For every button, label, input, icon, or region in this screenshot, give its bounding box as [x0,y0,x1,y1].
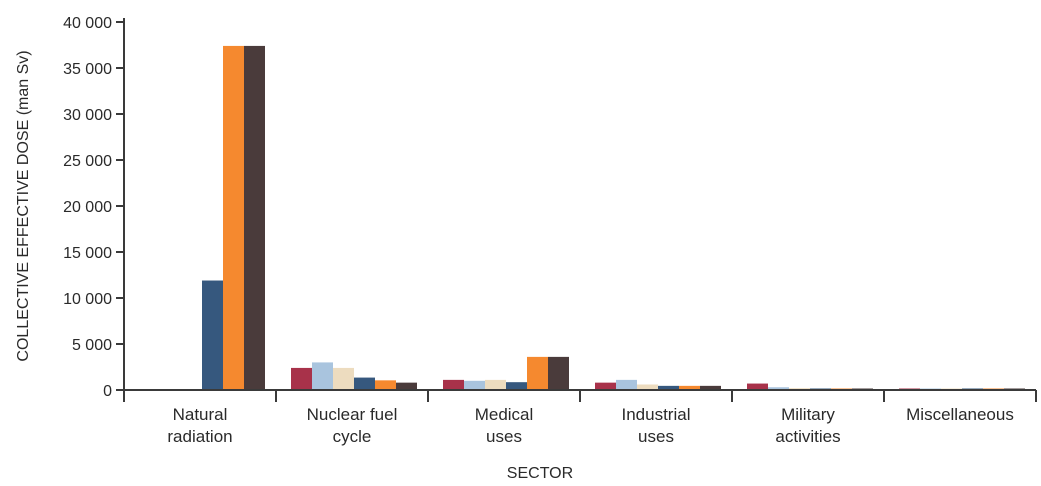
bar-s4-c2 [354,377,375,390]
x-axis-title: SECTOR [507,465,573,482]
y-tick-label: 20 000 [63,199,112,216]
bar-s2-c2 [312,362,333,390]
x-category-label: Miscellaneous [906,405,1014,424]
y-tick-label: 30 000 [63,107,112,124]
x-category-label: Military activities [775,405,840,446]
bar-s4-c3 [506,382,527,390]
bar-s3-c4 [637,384,658,390]
x-category-label: Nuclear fuel cycle [307,405,398,446]
y-tick-label: 25 000 [63,153,112,170]
bar-s1-c2 [291,367,312,390]
y-tick-label: 15 000 [63,245,112,262]
y-ticks: 0 5 000 10 000 15 000 20 000 25 000 30 000 35 0… [63,15,124,400]
x-ticks: Natural radiation Nuclear fuel cycle Medical… [123,390,1037,446]
bar-s6-c1 [244,45,265,391]
bar-s2-c4 [616,379,637,390]
bar-s6-c2 [396,382,417,390]
bar-s5-c3 [527,356,548,390]
y-tick-label: 10 000 [63,291,112,308]
x-category-label: Medical uses [475,405,534,446]
bar-s1-c3 [443,379,464,390]
bar-s6-c3 [548,356,569,390]
bar-s3-c2 [333,367,354,390]
bar-s4-c1 [202,280,223,390]
bar-s2-c3 [464,380,485,390]
x-category-label: Natural radiation [167,405,232,446]
bar-s5-c1 [223,45,244,391]
bar-s4-c4 [658,385,679,390]
y-tick-label: 40 000 [63,15,112,32]
bar-s3-c3 [485,379,506,390]
bar-s1-c5 [747,383,768,390]
bar-s5-c2 [375,380,396,390]
bar-s1-c4 [595,382,616,390]
y-tick-label: 5 000 [72,337,112,354]
bars-layer [202,45,1025,391]
x-category-label: Industrial uses [622,405,691,446]
bar-s5-c4 [679,385,700,390]
bar-s6-c4 [700,385,721,390]
y-tick-label: 0 [103,383,112,400]
y-axis-title: COLLECTIVE EFFECTIVE DOSE (man Sv) [15,50,32,361]
y-tick-label: 35 000 [63,61,112,78]
bar-s2-c5 [768,387,789,390]
